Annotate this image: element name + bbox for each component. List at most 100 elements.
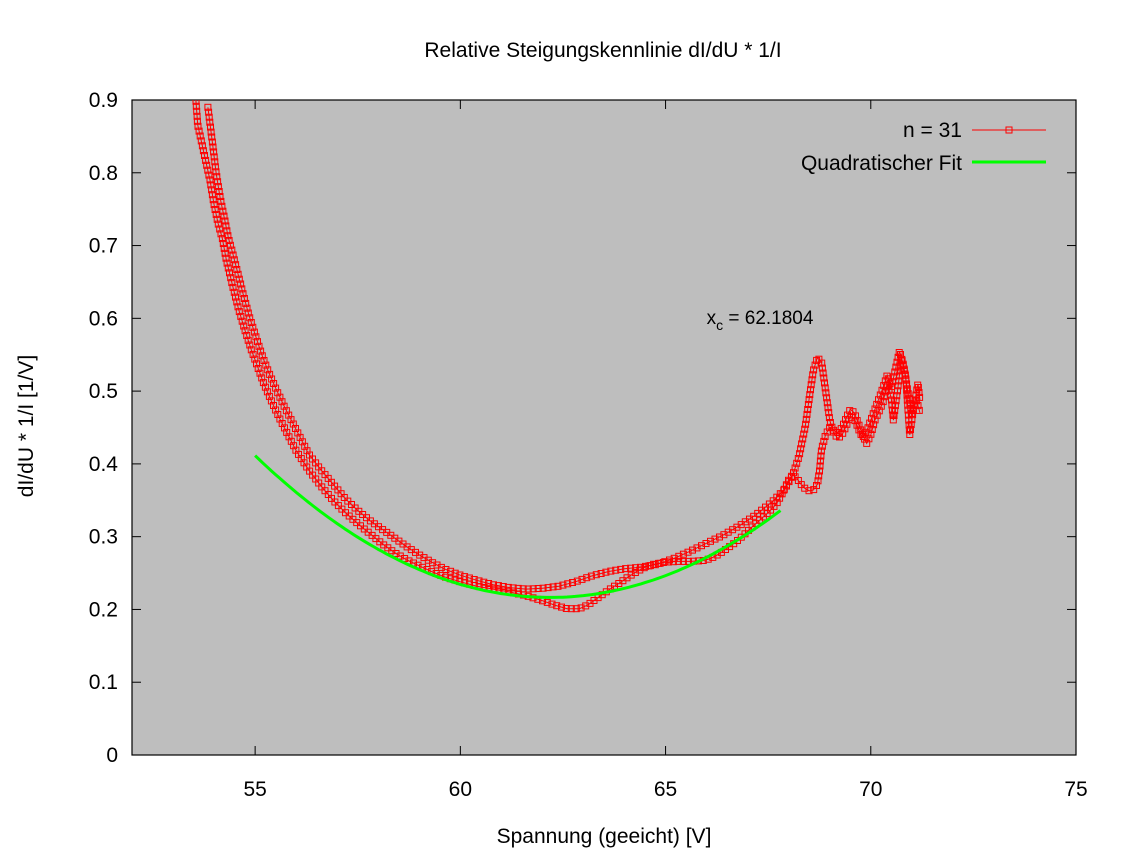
series-n31-point bbox=[804, 401, 812, 408]
series-n31-point bbox=[822, 389, 830, 397]
series-n31-point bbox=[213, 215, 221, 223]
series-n31-point bbox=[447, 567, 455, 575]
series-n31-point bbox=[805, 487, 813, 495]
series-n31-point bbox=[210, 201, 218, 209]
series-n31-point bbox=[338, 505, 346, 513]
series-n31-point bbox=[519, 585, 527, 593]
y-tick-label: 0.2 bbox=[89, 598, 118, 621]
series-n31-point bbox=[675, 552, 683, 560]
series-n31-point bbox=[272, 406, 280, 414]
series-n31-point bbox=[223, 227, 231, 235]
series-n31-point bbox=[800, 430, 808, 438]
series-n31-point bbox=[524, 585, 532, 593]
series-n31-point bbox=[238, 285, 246, 293]
series-n31-point bbox=[868, 414, 875, 422]
series-n31-point bbox=[796, 450, 804, 458]
series-n31-point bbox=[817, 452, 825, 460]
series-n31-point bbox=[901, 370, 909, 378]
series-n31-point bbox=[642, 562, 649, 570]
series-n31-point bbox=[559, 581, 567, 589]
series-n31-point bbox=[818, 359, 826, 367]
series-n31-point bbox=[813, 482, 820, 489]
series-n31-point bbox=[215, 188, 223, 195]
series-n31-point bbox=[212, 210, 220, 218]
series-n31-point bbox=[915, 406, 923, 414]
chart-title: Relative Steigungskennlinie dI/dU * 1/I bbox=[424, 39, 781, 62]
series-n31-point bbox=[266, 370, 274, 378]
series-n31-point bbox=[558, 603, 565, 611]
series-n31-point bbox=[276, 415, 284, 423]
series-n31-point bbox=[888, 383, 895, 391]
series-n31-point bbox=[892, 363, 900, 371]
series-n31-point bbox=[475, 577, 483, 585]
series-n31-point bbox=[890, 412, 898, 419]
series-n31-point bbox=[554, 582, 562, 590]
series-n31-point bbox=[204, 166, 212, 174]
plot-area bbox=[131, 99, 1077, 756]
series-n31-point bbox=[894, 387, 901, 395]
series-n31-point bbox=[206, 176, 214, 184]
series-n31-point bbox=[529, 585, 537, 593]
series-n31-point bbox=[539, 584, 547, 592]
series-n31-point bbox=[485, 580, 493, 587]
series-n31-point bbox=[904, 390, 912, 398]
series-n31-point bbox=[878, 386, 886, 394]
series-n31-point bbox=[243, 332, 251, 339]
series-n31-point bbox=[206, 118, 214, 126]
series-n31-point bbox=[235, 308, 243, 316]
series-n31-point bbox=[276, 393, 284, 401]
series-n31-point bbox=[707, 537, 714, 545]
series-n31-point bbox=[499, 583, 507, 590]
series-n31-point bbox=[602, 568, 610, 576]
series-n31-point bbox=[811, 361, 819, 369]
series-n31-point bbox=[548, 600, 556, 608]
series-n31-point bbox=[876, 391, 884, 399]
series-n31-point bbox=[263, 388, 271, 396]
series-n31-point bbox=[504, 583, 512, 591]
series-n31-point bbox=[569, 579, 576, 586]
series-n31-point bbox=[914, 402, 922, 410]
series-n31-point bbox=[433, 561, 441, 569]
series-n31-point bbox=[490, 581, 497, 589]
series-n31-point bbox=[261, 383, 269, 391]
series-n31-point bbox=[702, 540, 710, 547]
series-n31-point bbox=[229, 283, 237, 291]
series-n31-point bbox=[205, 108, 213, 116]
series-n31-point bbox=[451, 569, 459, 577]
series-n31-point bbox=[193, 107, 201, 115]
series-n31-point bbox=[907, 421, 915, 429]
series-n31-point bbox=[243, 304, 251, 312]
annotation: xc = 62.1804 bbox=[707, 308, 814, 333]
series-n31-point bbox=[802, 415, 810, 423]
series-n31-point bbox=[711, 535, 719, 543]
series-n31-point bbox=[804, 406, 812, 413]
series-n31-point bbox=[264, 366, 272, 374]
series-n31-point bbox=[207, 123, 214, 131]
series-n31-point bbox=[214, 220, 222, 228]
series-n31-point bbox=[864, 424, 872, 432]
series-n31-point bbox=[903, 385, 911, 393]
series-n31-point bbox=[891, 368, 899, 376]
series-n31-point bbox=[274, 411, 282, 418]
series-n31-point bbox=[254, 365, 262, 372]
series-n31-point bbox=[465, 574, 473, 582]
y-tick-label: 0.7 bbox=[89, 235, 118, 258]
series-n31-point bbox=[851, 417, 859, 425]
series-n31-point bbox=[612, 566, 620, 574]
series-n31-point bbox=[218, 202, 226, 210]
y-ticks: 0 0.1 0.2 0.3 0.4 0.5 0.6 0.7 0.8 0.9 bbox=[89, 89, 1076, 767]
series-n31-point bbox=[212, 168, 220, 176]
series-n31-point bbox=[287, 416, 295, 424]
series-n31-point bbox=[278, 420, 286, 427]
series-n31-point bbox=[249, 350, 257, 358]
series-n31-point bbox=[543, 598, 551, 606]
series-n31-point bbox=[807, 381, 815, 389]
series-n31-point bbox=[228, 246, 236, 254]
series-n31-point bbox=[716, 533, 723, 541]
series-n31-point bbox=[227, 274, 235, 282]
series-n31-point bbox=[242, 299, 250, 307]
series-n31-point bbox=[666, 556, 673, 564]
series-n31-point bbox=[222, 254, 230, 262]
series-n31-point bbox=[225, 237, 233, 244]
series-n31-point bbox=[194, 122, 202, 130]
